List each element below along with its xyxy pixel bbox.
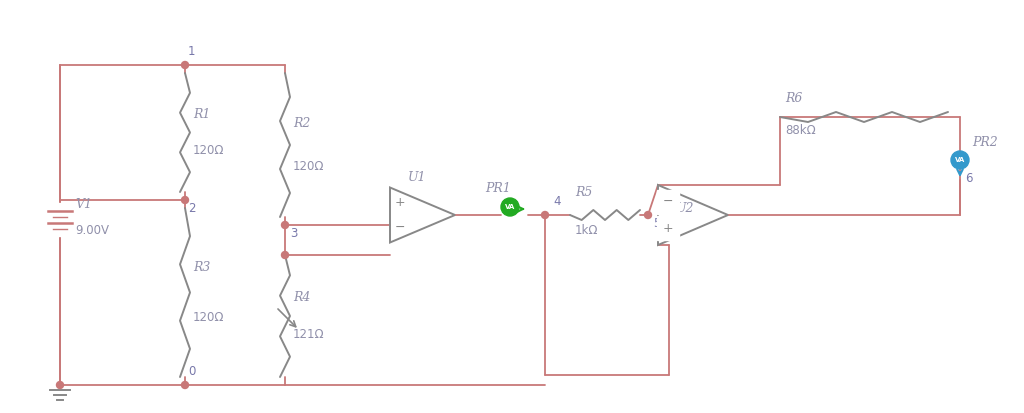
Text: 120Ω: 120Ω <box>293 160 325 173</box>
Text: 9.00V: 9.00V <box>75 223 109 237</box>
Text: 121Ω: 121Ω <box>293 328 325 341</box>
Text: +: + <box>663 222 674 235</box>
Text: 5: 5 <box>653 217 660 230</box>
Text: R3: R3 <box>193 261 210 274</box>
Text: −: − <box>663 222 673 235</box>
Text: U1: U1 <box>408 171 427 184</box>
Circle shape <box>56 382 63 389</box>
Circle shape <box>282 221 289 228</box>
Text: PR1: PR1 <box>485 183 511 195</box>
Text: 2: 2 <box>188 202 196 215</box>
Text: 1: 1 <box>188 45 196 58</box>
Circle shape <box>181 62 188 69</box>
Text: 6: 6 <box>965 172 973 185</box>
Text: −: − <box>663 195 673 208</box>
Circle shape <box>501 198 519 216</box>
Text: 4: 4 <box>553 195 560 208</box>
Text: 0: 0 <box>188 365 196 378</box>
Text: 120Ω: 120Ω <box>193 144 224 157</box>
Text: +: + <box>394 197 406 209</box>
Text: 1kΩ: 1kΩ <box>575 225 598 237</box>
Text: V1: V1 <box>75 199 92 211</box>
Text: +: + <box>663 195 674 208</box>
Text: −: − <box>394 221 406 234</box>
Text: VA: VA <box>954 157 966 163</box>
Circle shape <box>542 211 549 218</box>
Text: PR2: PR2 <box>972 135 997 149</box>
Text: 88kΩ: 88kΩ <box>785 124 816 138</box>
Text: R2: R2 <box>293 117 310 130</box>
Text: U2: U2 <box>676 202 694 216</box>
Text: 3: 3 <box>290 227 297 240</box>
Circle shape <box>951 151 969 169</box>
Text: R6: R6 <box>785 93 803 105</box>
Text: R4: R4 <box>293 291 310 304</box>
Circle shape <box>282 252 289 259</box>
Circle shape <box>181 197 188 204</box>
Circle shape <box>644 211 651 218</box>
Circle shape <box>181 382 188 389</box>
Text: R1: R1 <box>193 108 210 121</box>
Text: R5: R5 <box>575 187 592 199</box>
Text: VA: VA <box>505 204 515 210</box>
Text: 120Ω: 120Ω <box>193 311 224 324</box>
